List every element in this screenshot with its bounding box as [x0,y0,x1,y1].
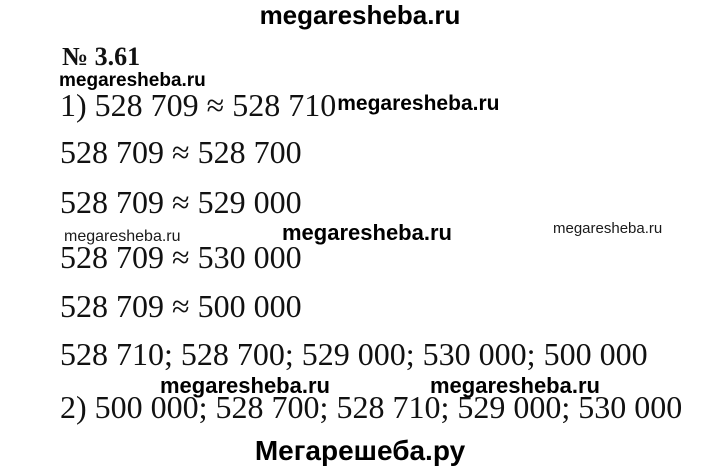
site-watermark-top: megaresheba.ru [259,0,461,30]
watermark-middle-left: megaresheba.ru [64,228,181,245]
solution-line-part1-rounded-hundreds: 528 709 ≈ 528 700 [60,134,302,170]
solution-line-part1-rounded-thousands: 528 709 ≈ 529 000 [60,184,302,220]
watermark-middle-right: megaresheba.ru [553,220,663,237]
problem-number: № 3.61 [62,42,141,71]
solution-line-part2-sorted-list: 2) 500 000; 528 700; 528 710; 529 000; 5… [60,389,683,425]
watermark-lower-left: megaresheba.ru [160,373,330,398]
solution-line-part1-rounded-hundred-thousands: 528 709 ≈ 500 000 [60,288,302,324]
watermark-lower-right: megaresheba.ru [430,373,600,398]
solution-line-part1-rounded-ten-thousands: 528 709 ≈ 530 000 [60,239,302,275]
inline-watermark: megaresheba.ru [337,92,500,115]
watermark-under-number: megaresheba.ru [59,70,206,91]
solution-line-part1-rounded-tens: 1) 528 709 ≈ 528 710megaresheba.ru [60,89,499,121]
solution-line-part1-results-list: 528 710; 528 700; 529 000; 530 000; 500 … [60,336,648,372]
watermark-middle-center: megaresheba.ru [282,220,452,245]
solution-text: 1) 528 709 ≈ 528 710 [60,87,337,123]
site-watermark-bottom: Мегарешеба.ру [254,435,466,466]
